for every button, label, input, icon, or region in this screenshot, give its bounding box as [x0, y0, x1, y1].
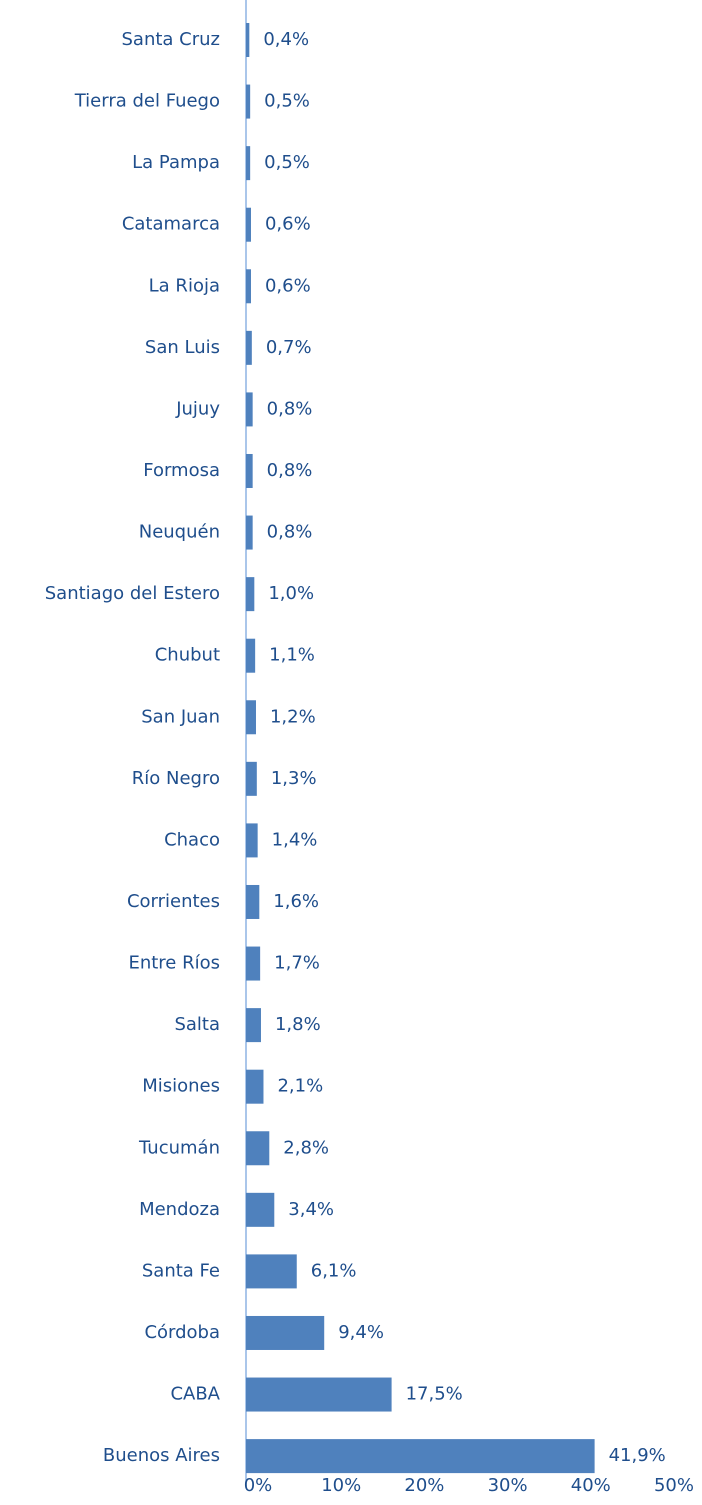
y-tick-label: Chaco	[164, 829, 220, 850]
data-label: 1,0%	[268, 583, 314, 604]
data-label: 0,5%	[264, 152, 310, 173]
x-tick-label: 50%	[654, 1475, 694, 1496]
x-tick-label: 40%	[571, 1475, 611, 1496]
bar	[246, 84, 251, 119]
y-tick-label: Entre Ríos	[128, 953, 220, 974]
y-tick-label: Córdoba	[144, 1322, 220, 1343]
data-label: 0,5%	[264, 91, 310, 112]
data-label: 3,4%	[288, 1199, 334, 1220]
y-tick-label: Corrientes	[127, 891, 220, 912]
y-tick-label: Salta	[174, 1014, 220, 1035]
bar	[246, 1377, 392, 1412]
bar	[246, 1192, 275, 1227]
y-tick-label: Chubut	[155, 645, 220, 666]
bar	[246, 207, 251, 242]
bar	[246, 453, 253, 488]
y-tick-label: Santa Fe	[142, 1260, 220, 1281]
bar	[246, 392, 253, 427]
x-tick-label: 0%	[244, 1475, 273, 1496]
data-label: 1,1%	[269, 645, 315, 666]
data-label: 1,8%	[275, 1014, 321, 1035]
data-label: 9,4%	[338, 1322, 384, 1343]
y-tick-label: San Luis	[145, 337, 220, 358]
data-label: 0,8%	[267, 460, 313, 481]
x-tick-label: 20%	[404, 1475, 444, 1496]
y-tick-label: Río Negro	[132, 768, 220, 789]
y-tick-label: CABA	[170, 1384, 220, 1405]
y-tick-label: San Juan	[141, 706, 220, 727]
bar	[246, 638, 256, 673]
data-label: 1,6%	[273, 891, 319, 912]
data-label: 1,7%	[274, 953, 320, 974]
y-tick-label: La Pampa	[132, 152, 220, 173]
data-label: 2,1%	[277, 1076, 323, 1097]
bar	[246, 577, 255, 612]
y-tick-label: Santa Cruz	[122, 29, 221, 50]
y-tick-label: Mendoza	[139, 1199, 220, 1220]
data-label: 0,7%	[266, 337, 312, 358]
bar	[246, 269, 251, 304]
data-label: 1,2%	[270, 706, 316, 727]
bar	[246, 1315, 325, 1350]
bar	[246, 700, 256, 735]
x-tick-label: 10%	[321, 1475, 361, 1496]
data-label: 0,6%	[265, 214, 311, 235]
data-label: 41,9%	[609, 1445, 666, 1466]
bar	[246, 1131, 270, 1166]
y-tick-label: Buenos Aires	[103, 1445, 220, 1466]
data-label: 1,3%	[271, 768, 317, 789]
bar	[246, 823, 258, 858]
x-tick-label: 30%	[488, 1475, 528, 1496]
data-label: 0,8%	[267, 398, 313, 419]
y-tick-label: Catamarca	[122, 214, 220, 235]
bar	[246, 1254, 297, 1289]
data-label: 0,8%	[267, 522, 313, 543]
data-label: 2,8%	[283, 1137, 329, 1158]
bar	[246, 1069, 264, 1104]
bar	[246, 946, 261, 981]
y-tick-label: Santiago del Estero	[45, 583, 220, 604]
data-label: 0,4%	[263, 29, 309, 50]
bar	[246, 761, 257, 796]
y-tick-label: Formosa	[143, 460, 220, 481]
y-tick-label: Misiones	[142, 1076, 220, 1097]
bar	[246, 1439, 595, 1474]
bar	[246, 515, 253, 550]
bar	[246, 884, 260, 919]
y-tick-label: La Rioja	[149, 275, 220, 296]
y-tick-label: Tierra del Fuego	[74, 91, 220, 112]
data-label: 0,6%	[265, 275, 311, 296]
y-tick-label: Tucumán	[138, 1137, 220, 1158]
y-tick-label: Jujuy	[175, 398, 220, 419]
bar	[246, 23, 250, 57]
data-label: 6,1%	[311, 1260, 357, 1281]
bar	[246, 1008, 261, 1043]
bar	[246, 146, 251, 181]
data-label: 1,4%	[272, 829, 318, 850]
y-tick-label: Neuquén	[139, 522, 220, 543]
data-label: 17,5%	[406, 1384, 463, 1405]
bar	[246, 330, 252, 365]
